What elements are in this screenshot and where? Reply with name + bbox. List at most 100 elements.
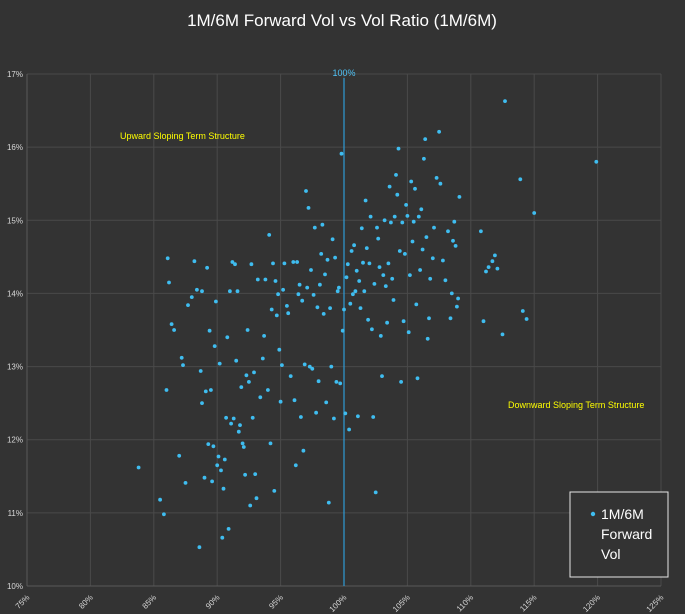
data-point bbox=[354, 268, 359, 273]
data-point bbox=[236, 429, 241, 434]
data-point bbox=[205, 265, 210, 270]
data-point bbox=[299, 415, 303, 419]
y-tick-label: 10% bbox=[7, 582, 23, 591]
data-point bbox=[456, 296, 460, 301]
data-point bbox=[424, 235, 429, 240]
data-point bbox=[443, 278, 448, 283]
data-point bbox=[428, 276, 433, 281]
data-point bbox=[162, 512, 166, 517]
data-point bbox=[332, 416, 336, 421]
data-point bbox=[410, 239, 415, 244]
data-point bbox=[274, 313, 279, 318]
y-tick-label: 14% bbox=[7, 289, 23, 298]
data-point bbox=[318, 282, 322, 287]
data-point bbox=[415, 376, 420, 381]
data-point bbox=[432, 225, 436, 230]
data-point bbox=[234, 358, 239, 363]
data-point bbox=[370, 327, 374, 332]
data-point bbox=[229, 421, 234, 426]
data-point bbox=[238, 423, 242, 427]
data-point bbox=[441, 258, 445, 263]
data-point bbox=[339, 151, 344, 156]
data-point bbox=[221, 486, 226, 491]
data-point bbox=[192, 259, 197, 264]
data-point bbox=[316, 379, 321, 384]
data-point bbox=[239, 385, 244, 389]
data-point bbox=[434, 176, 439, 180]
data-point bbox=[394, 173, 398, 177]
data-point bbox=[252, 370, 256, 375]
data-point bbox=[357, 279, 362, 283]
data-point bbox=[296, 292, 301, 297]
annotations: Upward Sloping Term Structure Downward Sl… bbox=[120, 131, 644, 410]
data-point bbox=[455, 304, 459, 309]
data-point bbox=[377, 265, 382, 269]
data-point bbox=[397, 249, 402, 253]
x-tick-label: 85% bbox=[141, 593, 159, 611]
legend-box bbox=[569, 491, 669, 578]
data-point bbox=[181, 363, 185, 367]
x-tick-label: 115% bbox=[518, 593, 538, 613]
data-point bbox=[368, 214, 373, 219]
data-point bbox=[249, 262, 254, 267]
data-point bbox=[306, 206, 311, 210]
data-point bbox=[351, 292, 355, 297]
data-point bbox=[495, 266, 500, 271]
data-point bbox=[300, 298, 305, 303]
data-point bbox=[400, 220, 405, 225]
x-tick-label: 90% bbox=[204, 593, 222, 611]
data-point bbox=[186, 303, 190, 307]
data-point bbox=[380, 374, 384, 378]
data-point bbox=[314, 410, 318, 415]
data-point bbox=[225, 335, 230, 340]
data-point bbox=[276, 292, 280, 297]
data-point bbox=[321, 312, 326, 316]
x-tick-label: 75% bbox=[14, 593, 32, 611]
data-point bbox=[490, 259, 495, 264]
data-point bbox=[164, 388, 169, 392]
data-point bbox=[389, 220, 393, 225]
data-point bbox=[200, 401, 204, 405]
data-point bbox=[381, 273, 386, 277]
legend-label-line-3: Vol bbox=[601, 546, 620, 562]
data-point bbox=[356, 414, 360, 419]
data-point bbox=[359, 226, 364, 231]
data-point bbox=[420, 247, 425, 252]
x-tick-label: 100% bbox=[328, 593, 349, 614]
y-tick-label: 12% bbox=[7, 436, 23, 445]
data-point bbox=[212, 344, 217, 348]
data-point bbox=[278, 399, 283, 404]
data-point bbox=[158, 497, 163, 502]
data-point bbox=[347, 427, 351, 432]
data-point bbox=[503, 99, 507, 103]
data-point bbox=[310, 366, 315, 371]
data-point bbox=[293, 463, 298, 468]
data-point bbox=[282, 261, 287, 266]
reference-line-group: 100% bbox=[332, 68, 356, 586]
data-point bbox=[334, 380, 339, 384]
data-point bbox=[268, 441, 273, 446]
annotation-upward: Upward Sloping Term Structure bbox=[120, 131, 245, 141]
data-point bbox=[364, 246, 369, 251]
data-point bbox=[391, 298, 396, 302]
data-point bbox=[177, 453, 182, 458]
data-point bbox=[136, 465, 141, 470]
data-point bbox=[366, 317, 370, 322]
data-point bbox=[396, 146, 401, 151]
x-tick-label: 80% bbox=[77, 593, 95, 611]
data-point bbox=[244, 373, 249, 378]
data-point bbox=[362, 289, 367, 294]
data-point bbox=[457, 195, 462, 199]
data-point bbox=[493, 253, 497, 258]
data-point bbox=[179, 355, 184, 360]
data-point bbox=[337, 285, 341, 290]
data-point bbox=[243, 472, 248, 477]
data-point bbox=[330, 237, 335, 242]
data-point bbox=[404, 203, 408, 207]
data-point bbox=[285, 304, 289, 308]
data-point bbox=[288, 374, 293, 378]
data-point bbox=[518, 177, 523, 182]
data-point bbox=[269, 307, 274, 312]
data-point bbox=[392, 214, 397, 219]
data-point bbox=[323, 272, 327, 277]
